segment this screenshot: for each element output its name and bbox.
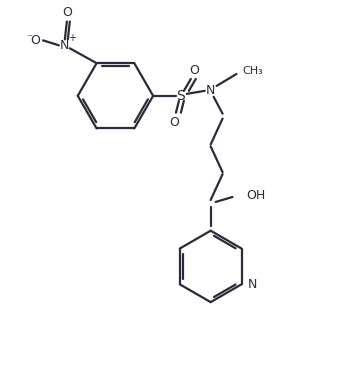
Text: O: O	[30, 34, 40, 47]
Text: N: N	[206, 84, 216, 97]
Text: CH₃: CH₃	[242, 66, 263, 76]
Text: O: O	[169, 116, 179, 129]
Text: N: N	[60, 39, 70, 52]
Text: +: +	[68, 33, 76, 43]
Text: N: N	[248, 278, 257, 291]
Text: OH: OH	[247, 188, 266, 201]
Text: O: O	[189, 63, 199, 77]
Text: S: S	[177, 89, 185, 103]
Text: ⁻: ⁻	[26, 33, 32, 43]
Text: O: O	[62, 6, 72, 19]
